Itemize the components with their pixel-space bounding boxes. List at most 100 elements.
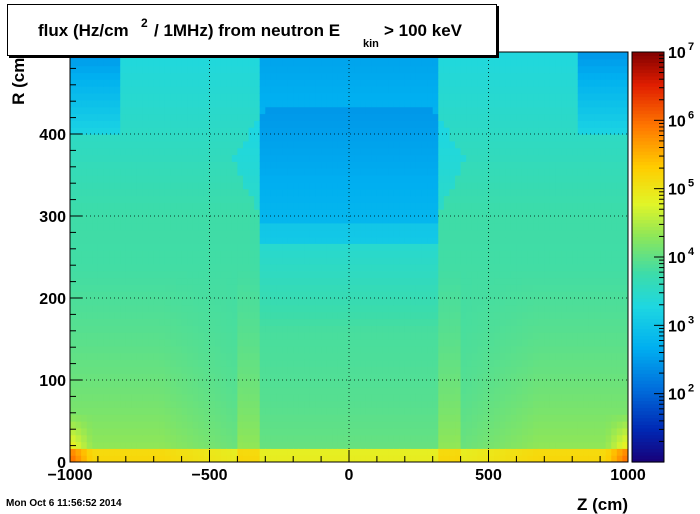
heatmap-cell <box>97 373 105 381</box>
heatmap-cell <box>97 366 105 374</box>
heatmap-cell <box>209 318 216 326</box>
heatmap-cell <box>81 65 88 74</box>
heatmap-cell <box>471 120 478 128</box>
heatmap-cell <box>410 325 417 333</box>
heatmap-cell <box>482 106 490 115</box>
heatmap-cell <box>354 181 361 190</box>
heatmap-cell <box>81 455 88 462</box>
heatmap-cell <box>226 421 233 429</box>
heatmap-cell <box>421 93 428 101</box>
heatmap-cell <box>438 58 445 67</box>
heatmap-cell <box>81 58 88 67</box>
heatmap-cell <box>231 441 238 449</box>
heatmap-cell <box>75 298 82 306</box>
heatmap-cell <box>220 181 227 190</box>
heatmap-cell <box>427 414 434 422</box>
heatmap-cell <box>86 291 93 299</box>
heatmap-cell <box>215 243 222 251</box>
heatmap-cell <box>259 58 266 67</box>
heatmap-cell <box>125 441 132 449</box>
heatmap-cell <box>371 373 378 381</box>
heatmap-cell <box>109 250 116 258</box>
heatmap-cell <box>164 79 172 87</box>
heatmap-cell <box>136 222 144 231</box>
heatmap-cell <box>276 393 283 402</box>
heatmap-cell <box>103 86 110 94</box>
heatmap-cell <box>203 120 211 128</box>
heatmap-cell <box>427 400 434 408</box>
heatmap-cell <box>449 434 456 443</box>
heatmap-cell <box>510 216 517 224</box>
heatmap-cell <box>159 434 166 443</box>
heatmap-cell <box>276 154 283 162</box>
heatmap-cell <box>226 339 233 347</box>
heatmap-cell <box>226 380 233 388</box>
heatmap-cell <box>460 72 467 80</box>
heatmap-cell <box>354 263 361 272</box>
heatmap-cell <box>176 393 183 402</box>
heatmap-cell <box>215 263 222 272</box>
heatmap-cell <box>109 72 116 80</box>
heatmap-cell <box>242 325 250 333</box>
heatmap-cell <box>176 366 183 374</box>
heatmap-cell <box>170 86 177 94</box>
heatmap-cell <box>86 270 93 279</box>
heatmap-cell <box>510 318 517 326</box>
heatmap-cell <box>136 270 144 279</box>
heatmap-cell <box>287 441 294 449</box>
heatmap-cell <box>242 434 250 443</box>
heatmap-cell <box>136 113 144 121</box>
heatmap-cell <box>494 86 501 94</box>
heatmap-cell <box>254 106 261 115</box>
heatmap-cell <box>92 222 99 231</box>
heatmap-cell <box>86 325 93 333</box>
heatmap-cell <box>337 58 345 67</box>
heatmap-cell <box>354 284 361 292</box>
heatmap-cell <box>516 441 523 449</box>
heatmap-cell <box>332 441 339 449</box>
heatmap-cell <box>187 86 194 94</box>
heatmap-cell <box>298 154 305 162</box>
heatmap-cell <box>237 345 244 354</box>
heatmap-cell <box>109 359 116 367</box>
heatmap-cell <box>349 407 356 415</box>
heatmap-cell <box>282 250 289 258</box>
heatmap-cell <box>315 386 322 395</box>
heatmap-cell <box>410 106 417 115</box>
heatmap-cell <box>248 181 255 190</box>
heatmap-cell <box>231 277 238 285</box>
heatmap-cell <box>176 414 183 422</box>
heatmap-cell <box>265 441 272 449</box>
heatmap-cell <box>304 284 311 292</box>
heatmap-cell <box>527 175 534 183</box>
heatmap-cell <box>159 236 166 244</box>
heatmap-cell <box>482 325 490 333</box>
heatmap-cell <box>237 113 244 121</box>
heatmap-cell <box>120 407 127 415</box>
heatmap-cell <box>499 79 506 87</box>
heatmap-cell <box>164 229 172 238</box>
heatmap-cell <box>198 366 205 374</box>
heatmap-cell <box>164 140 172 149</box>
heatmap-cell <box>114 441 121 449</box>
heatmap-cell <box>192 386 199 395</box>
heatmap-cell <box>427 181 434 190</box>
heatmap-cell <box>198 161 205 169</box>
heatmap-cell <box>332 298 339 306</box>
heatmap-cell <box>382 120 389 128</box>
heatmap-cell <box>226 79 233 87</box>
heatmap-cell <box>410 72 417 80</box>
heatmap-cell <box>164 277 172 285</box>
heatmap-cell <box>326 140 333 149</box>
heatmap-cell <box>242 380 250 388</box>
heatmap-cell <box>142 325 149 333</box>
heatmap-cell <box>343 359 350 367</box>
heatmap-cell <box>460 448 467 456</box>
heatmap-cell <box>466 366 473 374</box>
heatmap-cell <box>449 250 456 258</box>
heatmap-cell <box>97 222 105 231</box>
heatmap-cell <box>376 154 384 162</box>
heatmap-cell <box>237 386 244 395</box>
heatmap-cell <box>477 154 484 162</box>
heatmap-cell <box>153 229 160 238</box>
